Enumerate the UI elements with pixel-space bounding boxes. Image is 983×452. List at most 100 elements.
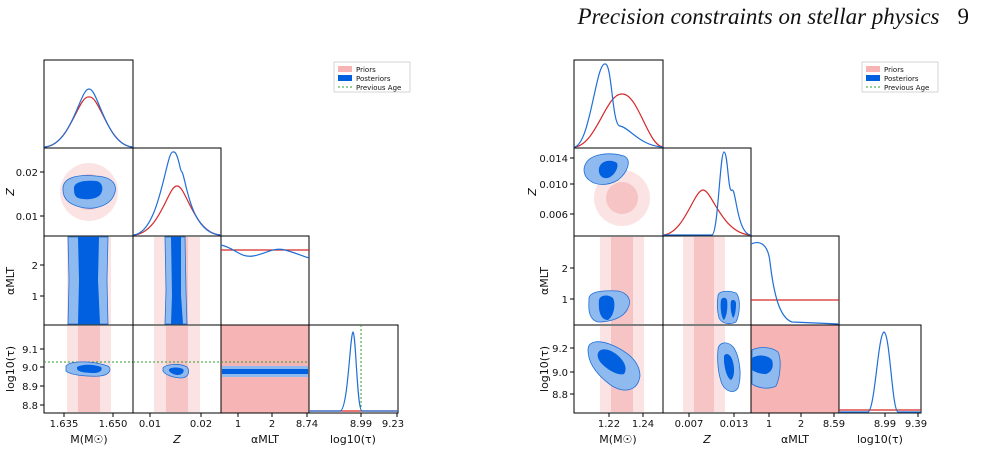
right-xlabel-age: log10(τ) bbox=[857, 433, 903, 446]
left-xlabel-mass: M(M☉) bbox=[70, 433, 107, 446]
right-alpha-vs-z-panel bbox=[662, 235, 752, 326]
right-legend-previous-age: Previous Age bbox=[884, 84, 929, 92]
right-ytick-age-1: 9.0 bbox=[552, 368, 568, 379]
left-z-mass-posterior-inner bbox=[74, 180, 103, 200]
right-legend: Priors Posteriors Previous Age bbox=[861, 61, 939, 93]
right-mass-prior-curve bbox=[573, 93, 664, 148]
right-corner-plot: 1.22 1.24 0.007 0.013 1 2 8.59 8.99 9.39… bbox=[526, 59, 939, 446]
right-age-vs-mass-panel bbox=[573, 324, 664, 414]
right-age-alpha-posterior-inner bbox=[752, 355, 773, 374]
left-alpha-mass-posterior-inner bbox=[78, 237, 100, 324]
right-xtick-alpha-0: 1 bbox=[766, 419, 772, 430]
left-ytick-z-1: 0.01 bbox=[16, 212, 38, 223]
left-tick-marks bbox=[40, 171, 398, 417]
left-legend-previous-age: Previous Age bbox=[356, 84, 401, 92]
right-age-vs-alpha-panel bbox=[750, 324, 840, 414]
left-alpha-1d-panel bbox=[220, 235, 310, 326]
right-xtick-age-1: 9.39 bbox=[905, 419, 927, 430]
running-header: Precision constraints on stellar physics… bbox=[577, 4, 969, 30]
left-ytick-alpha-0: 2 bbox=[32, 261, 38, 272]
page-number: 9 bbox=[957, 4, 970, 29]
right-age-vs-z-panel bbox=[662, 324, 752, 414]
left-z-vs-mass-panel bbox=[43, 147, 134, 237]
right-age-1d-panel bbox=[838, 324, 922, 414]
left-legend-priors: Priors bbox=[356, 66, 376, 74]
left-age-vs-z-panel bbox=[132, 324, 222, 414]
right-age-z-posterior-inner bbox=[724, 354, 735, 380]
right-mass-1d-panel bbox=[573, 59, 664, 149]
right-alpha-mass-posterior-inner bbox=[598, 295, 615, 320]
left-age-vs-mass-panel bbox=[43, 324, 134, 414]
right-ytick-alpha-0: 2 bbox=[562, 264, 568, 275]
left-xtick-age-1: 9.23 bbox=[382, 419, 404, 430]
right-xtick-z-1: 0.013 bbox=[720, 419, 749, 430]
left-legend: Priors Posteriors Previous Age bbox=[333, 61, 411, 93]
right-ylabel-alpha: αMLT bbox=[538, 267, 551, 295]
right-legend-posteriors: Posteriors bbox=[884, 75, 919, 83]
left-ytick-age-3: 8.8 bbox=[22, 401, 38, 412]
left-xtick-z-1: 0.02 bbox=[190, 419, 212, 430]
right-xtick-mass-0: 1.22 bbox=[598, 419, 620, 430]
right-alpha-posterior-curve bbox=[750, 241, 840, 325]
left-ytick-age-1: 9.0 bbox=[22, 363, 38, 374]
left-xtick-alpha-1: 2 bbox=[269, 419, 275, 430]
right-age-mass-posterior-inner bbox=[597, 349, 626, 375]
right-z-vs-mass-panel bbox=[573, 147, 664, 237]
right-xlabel-z: Z bbox=[702, 433, 711, 446]
left-xtick-alpha-2: 8.74 bbox=[296, 419, 318, 430]
right-ytick-age-2: 8.8 bbox=[552, 390, 568, 401]
right-ytick-alpha-1: 1 bbox=[562, 295, 568, 306]
left-mass-posterior-curve bbox=[43, 88, 134, 148]
right-xtick-alpha-1: 2 bbox=[798, 419, 804, 430]
left-xtick-alpha-0: 1 bbox=[235, 419, 241, 430]
right-ytick-z-2: 0.006 bbox=[539, 210, 568, 221]
left-alpha-z-posterior-inner bbox=[171, 237, 183, 324]
right-alpha-vs-mass-panel bbox=[573, 235, 664, 326]
left-age-1d-panel bbox=[308, 324, 399, 414]
right-z-mass-posterior-inner bbox=[598, 160, 618, 179]
left-xtick-mass-1: 1.650 bbox=[99, 419, 128, 430]
running-header-title: Precision constraints on stellar physics bbox=[577, 4, 940, 29]
left-age-alpha-posterior-inner bbox=[222, 369, 308, 374]
left-xlabel-z: Z bbox=[172, 433, 181, 446]
right-z-posterior-curve bbox=[663, 151, 752, 236]
left-ytick-age-0: 9.1 bbox=[22, 345, 38, 356]
left-xlabel-alpha: αMLT bbox=[251, 433, 279, 446]
right-z-prior-curve bbox=[662, 189, 752, 236]
right-xlabel-mass: M(M☉) bbox=[599, 433, 636, 446]
right-alpha-z-posterior-inner bbox=[720, 297, 728, 320]
left-ytick-alpha-1: 1 bbox=[32, 292, 38, 303]
left-z-posterior-curve bbox=[132, 151, 222, 236]
left-mass-1d-panel bbox=[43, 59, 134, 149]
left-ylabel-z: Z bbox=[4, 188, 17, 197]
left-xtick-age-0: 8.99 bbox=[350, 419, 372, 430]
right-xtick-alpha-2: 8.59 bbox=[823, 419, 845, 430]
left-alpha-vs-mass-panel bbox=[43, 235, 134, 326]
left-age-vs-alpha-panel bbox=[220, 324, 310, 414]
left-xtick-z-0: 0.01 bbox=[139, 419, 161, 430]
right-xtick-mass-1: 1.24 bbox=[632, 419, 654, 430]
right-xlabel-alpha: αMLT bbox=[781, 433, 809, 446]
left-ylabel-age: log10(τ) bbox=[4, 346, 17, 392]
right-age-posterior-curve bbox=[839, 331, 921, 413]
right-ytick-z-0: 0.014 bbox=[539, 154, 568, 165]
left-age-z-posterior-inner bbox=[169, 367, 184, 375]
right-alpha-z-posterior-outer bbox=[716, 290, 740, 325]
left-alpha-posterior-curve bbox=[220, 244, 310, 259]
left-age-posterior-curve bbox=[309, 331, 398, 412]
right-ytick-z-1: 0.010 bbox=[539, 180, 568, 191]
left-ylabel-alpha: αMLT bbox=[4, 267, 17, 295]
left-ytick-z-0: 0.02 bbox=[16, 168, 38, 179]
right-alpha-1d-panel bbox=[750, 235, 840, 326]
left-xlabel-age: log10(τ) bbox=[330, 433, 376, 446]
left-alpha-vs-z-panel bbox=[132, 235, 222, 326]
right-ytick-age-0: 9.2 bbox=[552, 344, 568, 355]
right-ylabel-age: log10(τ) bbox=[538, 346, 551, 392]
left-corner-plot: 1.635 1.650 0.01 0.02 1 2 8.74 8.99 9.23… bbox=[4, 59, 411, 446]
left-z-1d-panel bbox=[132, 147, 222, 237]
right-tick-marks bbox=[570, 157, 919, 417]
left-legend-posteriors: Posteriors bbox=[356, 75, 391, 83]
right-z-1d-panel bbox=[662, 147, 752, 237]
right-xtick-age-0: 8.99 bbox=[874, 419, 896, 430]
